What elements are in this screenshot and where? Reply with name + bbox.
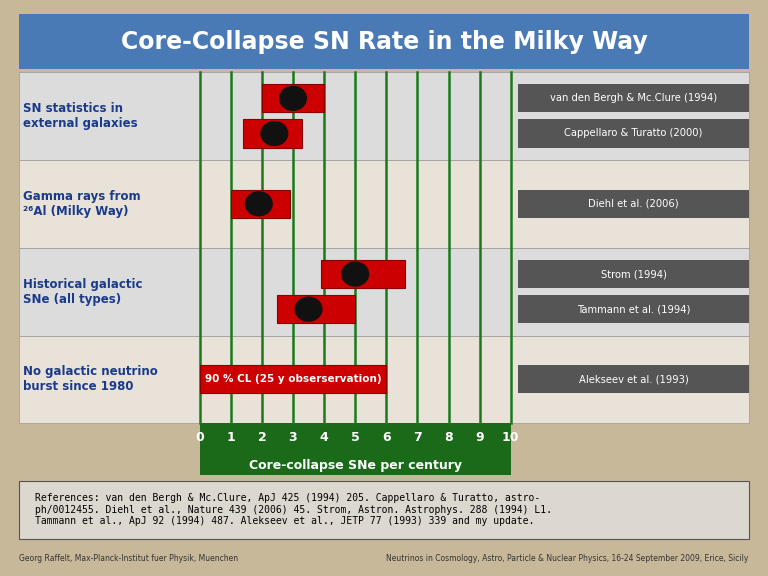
- Bar: [518, 260, 749, 288]
- Text: Core-collapse SNe per century: Core-collapse SNe per century: [249, 460, 462, 472]
- Bar: [200, 365, 386, 393]
- Text: 5: 5: [351, 431, 359, 444]
- Bar: [19, 335, 749, 423]
- Bar: [19, 72, 749, 160]
- Ellipse shape: [279, 86, 307, 111]
- Text: 4: 4: [319, 431, 329, 444]
- Ellipse shape: [260, 121, 289, 146]
- Bar: [19, 160, 749, 248]
- Text: Tammann et al. (1994): Tammann et al. (1994): [577, 304, 690, 314]
- Text: Gamma rays from
²⁶Al (Milky Way): Gamma rays from ²⁶Al (Milky Way): [23, 190, 141, 218]
- Bar: [262, 84, 324, 112]
- Ellipse shape: [294, 297, 323, 322]
- Bar: [230, 190, 290, 218]
- Bar: [518, 190, 749, 218]
- Bar: [19, 248, 749, 335]
- Bar: [277, 295, 355, 323]
- Text: 9: 9: [475, 431, 484, 444]
- Text: van den Bergh & Mc.Clure (1994): van den Bergh & Mc.Clure (1994): [550, 93, 717, 103]
- Bar: [518, 295, 749, 323]
- Text: Strom (1994): Strom (1994): [601, 269, 667, 279]
- Text: Diehl et al. (2006): Diehl et al. (2006): [588, 199, 679, 209]
- Text: 90 % CL (25 y obserservation): 90 % CL (25 y obserservation): [205, 374, 381, 384]
- Bar: [19, 14, 749, 69]
- Text: 6: 6: [382, 431, 391, 444]
- Text: 0: 0: [195, 431, 204, 444]
- Bar: [200, 423, 511, 475]
- Text: 7: 7: [413, 431, 422, 444]
- Text: 10: 10: [502, 431, 519, 444]
- Bar: [19, 481, 749, 539]
- Text: 2: 2: [257, 431, 266, 444]
- Bar: [518, 119, 749, 147]
- Text: Georg Raffelt, Max-Planck-Institut fuer Physik, Muenchen: Georg Raffelt, Max-Planck-Institut fuer …: [19, 554, 238, 563]
- Text: Cappellaro & Turatto (2000): Cappellaro & Turatto (2000): [564, 128, 703, 138]
- Text: Neutrinos in Cosmology, Astro, Particle & Nuclear Physics, 16-24 September 2009,: Neutrinos in Cosmology, Astro, Particle …: [386, 554, 749, 563]
- Text: 1: 1: [227, 431, 235, 444]
- Text: Core-Collapse SN Rate in the Milky Way: Core-Collapse SN Rate in the Milky Way: [121, 30, 647, 54]
- Text: References: van den Bergh & Mc.Clure, ApJ 425 (1994) 205. Cappellaro & Turatto, : References: van den Bergh & Mc.Clure, Ap…: [35, 493, 551, 526]
- Text: Alekseev et al. (1993): Alekseev et al. (1993): [579, 374, 688, 384]
- Text: 3: 3: [289, 431, 297, 444]
- Text: Historical galactic
SNe (all types): Historical galactic SNe (all types): [23, 278, 143, 306]
- Ellipse shape: [245, 191, 273, 217]
- Bar: [518, 84, 749, 112]
- Ellipse shape: [341, 262, 369, 287]
- Bar: [518, 365, 749, 393]
- Text: SN statistics in
external galaxies: SN statistics in external galaxies: [23, 102, 137, 130]
- Text: 8: 8: [444, 431, 453, 444]
- Bar: [243, 119, 303, 147]
- Bar: [321, 260, 405, 288]
- Text: No galactic neutrino
burst since 1980: No galactic neutrino burst since 1980: [23, 365, 157, 393]
